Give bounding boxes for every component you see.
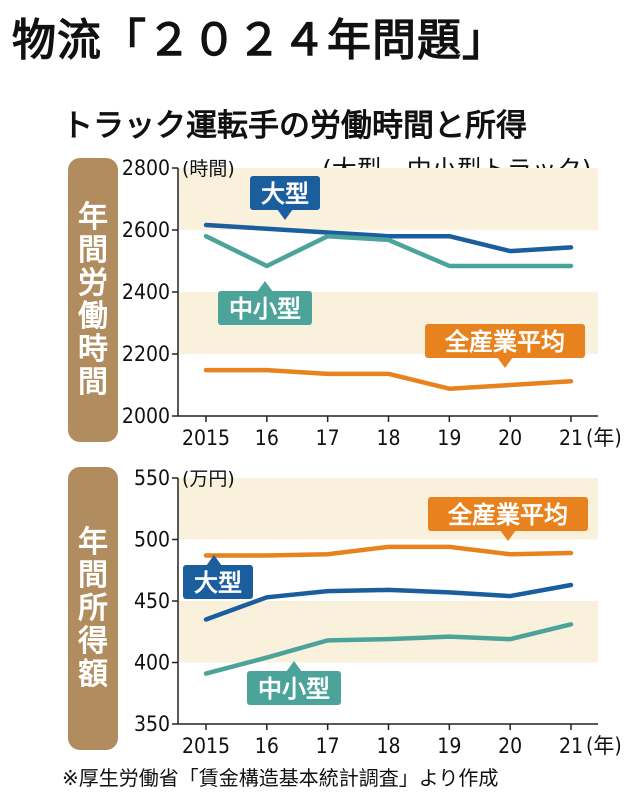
panel-label-char: 働 [78,299,108,334]
panel-label-char: 間 [78,233,108,268]
x-tick-label: 16 [255,734,279,758]
series-label-pointer [286,661,302,672]
series-label-box [250,176,320,210]
series-line-small [203,622,574,676]
y-unit-label: (万円) [182,468,235,490]
headline: 物流「２０２４年問題」 [12,15,507,66]
series-line-avg [203,367,574,391]
y-tick-label: 500 [134,528,170,552]
series-label-text: 大型 [194,569,242,597]
source-note: ※厚生労働省「賃金構造基本統計調査」より作成 [62,766,499,790]
panel-label-hours: 年間労働時間 [68,158,118,442]
grid-band [178,168,598,230]
series-label-box [425,324,585,358]
series-line-large [203,582,574,622]
series-label-box [428,497,588,531]
x-tick-label: 19 [437,426,461,450]
panel-label-char: 労 [78,266,108,301]
x-tick-label: 19 [437,734,461,758]
series-label-pointer [257,281,273,292]
x-tick-label: 17 [316,426,340,450]
x-unit-label: (年) [586,426,622,450]
series-label-text: 中小型 [258,675,330,703]
panel-label-char: 時 [78,332,108,367]
series-label-text: 全産業平均 [447,501,568,529]
series-line-avg [203,544,574,558]
y-tick-label: 2800 [122,156,170,180]
series-label-box [218,291,312,325]
x-tick-label: 2015 [182,734,230,758]
y-unit-label: (時間) [182,158,235,180]
series-label-text: 大型 [261,180,309,208]
y-tick-label: 2200 [122,342,170,366]
x-tick-label: 20 [498,734,522,758]
series-label-large: 大型 [250,176,320,220]
series-label-avg: 全産業平均 [428,497,588,541]
y-tick-label: 2000 [122,404,170,428]
series-label-large: 大型 [183,555,253,599]
series-label-small: 中小型 [247,661,341,705]
panel-label-char: 間 [78,365,108,400]
series-label-text: 中小型 [229,295,301,323]
y-tick-label: 450 [134,589,170,613]
series-label-pointer [500,530,516,541]
y-tick-label: 400 [134,651,170,675]
series-label-pointer [206,555,222,566]
x-tick-label: 17 [316,734,340,758]
series-label-pointer [277,209,293,220]
x-tick-label: 21 [559,734,583,758]
y-tick-label: 2600 [122,218,170,242]
series-label-small: 中小型 [218,281,312,325]
panel-label-char: 年 [78,200,108,235]
x-unit-label: (年) [586,734,622,758]
y-tick-label: 550 [134,466,170,490]
chart-title: トラック運転手の労働時間と所得 [62,108,527,144]
y-tick-label: 350 [134,712,170,736]
panel-label-char: 得 [78,624,108,659]
panel-label-char: 年 [78,525,108,560]
series-label-pointer [497,357,513,368]
panel-label-char: 間 [78,558,108,593]
x-tick-label: 18 [376,734,400,758]
grid-band [178,601,598,663]
x-tick-label: 21 [559,426,583,450]
series-label-avg: 全産業平均 [425,324,585,368]
series-label-text: 全産業平均 [444,328,565,356]
x-tick-label: 20 [498,426,522,450]
panel-label-income: 年間所得額 [68,467,118,750]
y-tick-label: 2400 [122,280,170,304]
x-tick-label: 2015 [182,426,230,450]
x-tick-label: 16 [255,426,279,450]
panel-label-char: 額 [78,657,108,692]
x-tick-label: 18 [376,426,400,450]
series-label-box [183,565,253,599]
series-line-large [203,222,574,254]
series-line-small [203,233,574,269]
series-label-box [247,671,341,705]
panel-label-char: 所 [78,591,108,626]
